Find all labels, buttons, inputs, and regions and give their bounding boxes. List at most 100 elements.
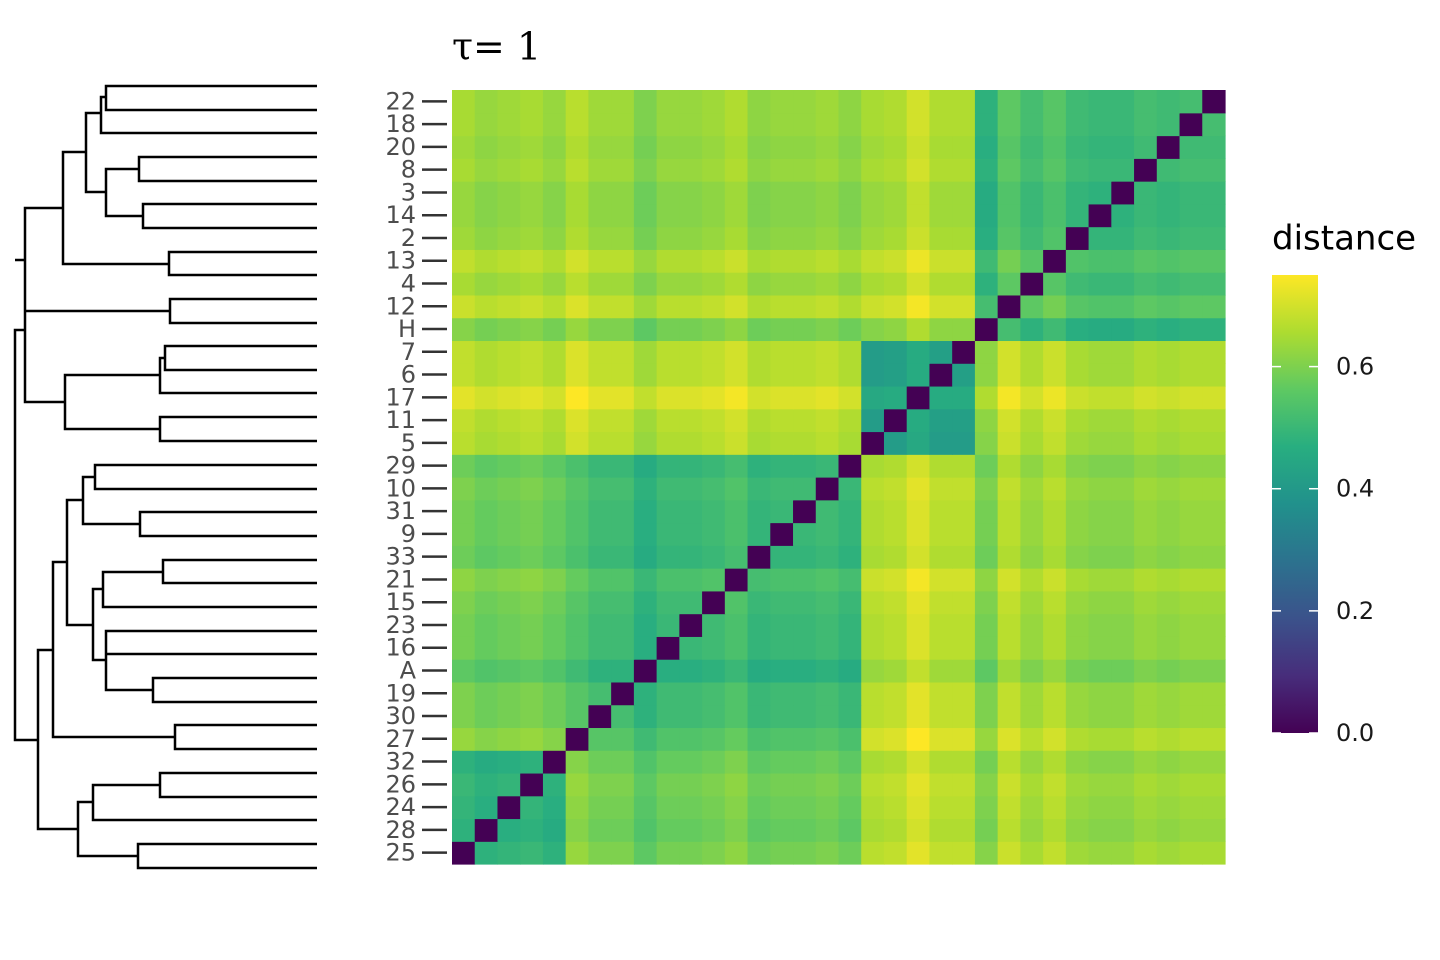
heatmap-cell (565, 772, 590, 797)
heatmap-cell (1065, 568, 1090, 592)
heatmap-cell (1088, 545, 1112, 569)
heatmap-cell (452, 203, 476, 228)
heatmap-cell (588, 317, 612, 342)
heatmap-cell (542, 522, 567, 546)
heatmap-cell (1202, 841, 1226, 865)
heatmap-cell (906, 226, 931, 250)
heatmap-cell (611, 477, 635, 501)
heatmap-cell (724, 750, 749, 774)
heatmap-cell (974, 704, 999, 729)
heatmap-cell (633, 272, 658, 296)
heatmap-cell (1065, 226, 1090, 250)
heatmap-cell (565, 135, 590, 159)
heatmap-cell (815, 613, 840, 637)
dendrogram (13, 84, 317, 870)
heatmap-cell (452, 226, 476, 250)
heatmap-cell (1134, 659, 1158, 683)
colorbar-tick-label: 0.6 (1336, 353, 1374, 381)
heatmap-cell (474, 499, 499, 524)
heatmap-cell (588, 90, 612, 114)
heatmap-cell (952, 408, 976, 433)
heatmap-cell (656, 499, 680, 524)
heatmap-cell (997, 112, 1021, 137)
heatmap-cell (497, 408, 521, 433)
heatmap-cell (883, 704, 908, 729)
heatmap-cell (497, 818, 521, 842)
heatmap-cell (883, 385, 908, 410)
heatmap-cell (1065, 522, 1090, 546)
heatmap-cell (497, 272, 521, 296)
heatmap-cell (1043, 499, 1067, 524)
heatmap-cell (906, 294, 931, 319)
heatmap-cell (838, 477, 862, 501)
heatmap-cell (1202, 363, 1226, 387)
heatmap-cell (1088, 158, 1112, 182)
heatmap-cell (1043, 294, 1067, 319)
heatmap-cell (633, 363, 658, 387)
heatmap-cell (952, 477, 976, 501)
heatmap-cell (929, 294, 953, 319)
heatmap-cell (929, 272, 953, 296)
heatmap-cell (929, 203, 953, 228)
heatmap-cell (1134, 522, 1158, 546)
heatmap-cell (815, 272, 840, 296)
heatmap-cell (1156, 795, 1181, 820)
heatmap-cell (633, 795, 658, 820)
heatmap-cell (1065, 545, 1090, 569)
heatmap-cell (952, 613, 976, 637)
heatmap-cell (883, 636, 908, 660)
heatmap-cell (724, 590, 749, 615)
heatmap-cell (1111, 659, 1135, 683)
heatmap-cell (997, 613, 1021, 637)
heatmap-cell (906, 545, 931, 569)
heatmap-cell (497, 135, 521, 159)
heatmap-cell (565, 408, 590, 433)
heatmap-cell (565, 249, 590, 273)
heatmap-cell (497, 681, 521, 706)
heatmap-cell (883, 363, 908, 387)
y-tick-label: H (398, 315, 416, 343)
heatmap-cell (1065, 249, 1090, 273)
heatmap-cell (1179, 477, 1203, 501)
heatmap-cell (565, 750, 590, 774)
heatmap-cell (770, 249, 794, 273)
heatmap-cell (793, 772, 817, 797)
heatmap-cell (1088, 522, 1112, 546)
heatmap-cell (1179, 727, 1203, 751)
heatmap-cell (520, 385, 544, 410)
heatmap-cell (497, 294, 521, 319)
heatmap-cell (793, 477, 817, 501)
heatmap-cell (974, 454, 999, 478)
heatmap-cell (542, 477, 567, 501)
heatmap-cell (452, 408, 476, 433)
heatmap-cell (1043, 112, 1067, 137)
y-tick-label: 30 (385, 702, 416, 730)
heatmap-cell (656, 613, 680, 637)
heatmap-cell (1111, 818, 1135, 842)
heatmap-cell (747, 772, 771, 797)
heatmap-cell (520, 90, 544, 114)
heatmap-cell (497, 704, 521, 729)
heatmap-cell (747, 613, 771, 637)
heatmap-cell (542, 568, 567, 592)
heatmap-cell (770, 112, 794, 137)
heatmap-cell (542, 112, 567, 137)
heatmap-cell (474, 522, 499, 546)
heatmap-cell (974, 158, 999, 182)
heatmap-cell (838, 340, 862, 364)
heatmap-cell (747, 681, 771, 706)
heatmap-cell (1020, 841, 1044, 865)
heatmap-cell (952, 385, 976, 410)
heatmap-cell (1065, 454, 1090, 478)
heatmap-cell (1065, 499, 1090, 524)
heatmap-cell (861, 499, 885, 524)
heatmap-cell (679, 545, 703, 569)
heatmap-cell (452, 681, 476, 706)
heatmap-cell (929, 431, 953, 455)
heatmap-cell (906, 636, 931, 660)
heatmap-cell (520, 363, 544, 387)
heatmap-cell (1065, 203, 1090, 228)
heatmap-cell (906, 522, 931, 546)
heatmap-cell (747, 181, 771, 205)
heatmap-cell (565, 522, 590, 546)
